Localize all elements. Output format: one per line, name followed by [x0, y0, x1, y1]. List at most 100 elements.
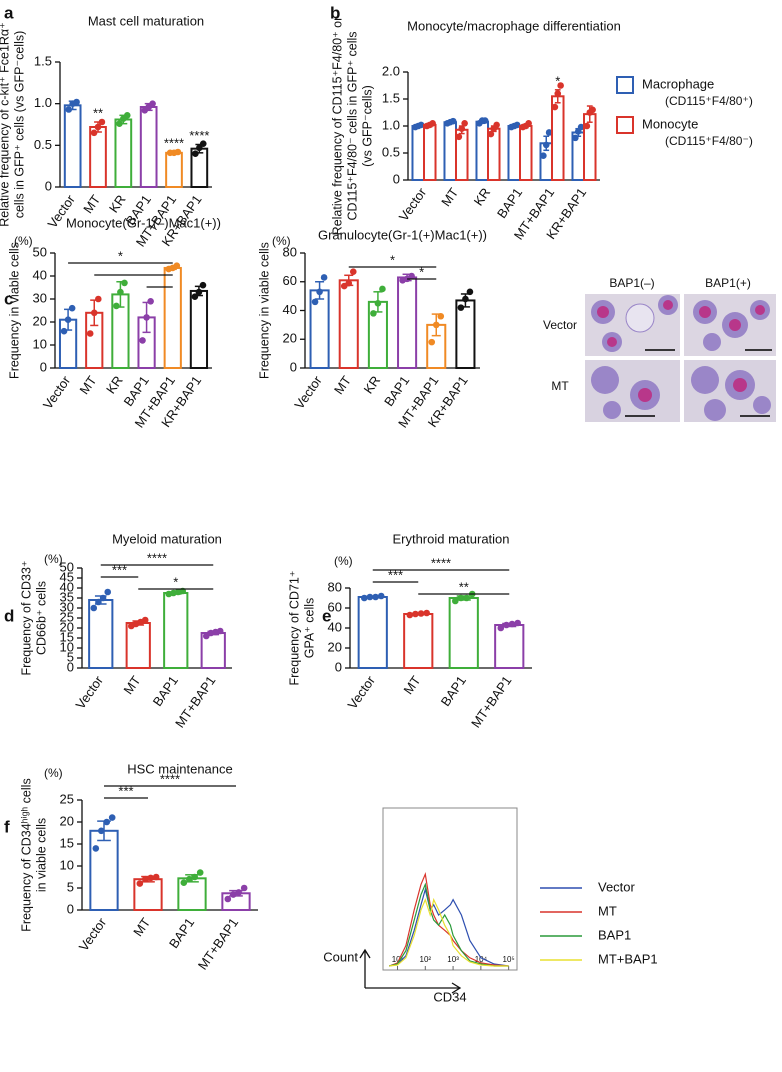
data-point [432, 321, 440, 329]
x-tick-label: Vector [396, 185, 430, 224]
x-tick-label: BAP1 [150, 673, 181, 709]
y-tick-label: 5 [67, 879, 74, 894]
unit-label: (%) [44, 552, 63, 566]
data-point [147, 874, 155, 882]
data-point [141, 875, 149, 883]
data-point [173, 262, 181, 269]
data-point [113, 302, 120, 310]
x-tick-label: 10⁴ [475, 955, 488, 964]
bar [403, 613, 434, 669]
data-point [191, 293, 199, 301]
chart-title: Myeloid maturation [112, 531, 222, 546]
y-tick-label: 30 [60, 599, 74, 614]
x-tick-label: Vector [76, 915, 110, 954]
histogram-line [389, 882, 509, 967]
data-point [174, 148, 182, 156]
data-point [551, 103, 559, 111]
data-point [461, 120, 468, 127]
x-tick-label: KR [471, 185, 494, 208]
y-tick-label: 35 [60, 589, 74, 604]
legend-label: Monocyte [642, 116, 698, 131]
data-point [90, 604, 98, 612]
data-point [545, 129, 553, 136]
histogram-line [389, 897, 509, 967]
data-point [374, 300, 382, 307]
x-tick-label: 10¹ [392, 955, 404, 964]
bar [139, 106, 158, 188]
significance: *** [112, 562, 127, 577]
data-point [60, 327, 68, 335]
data-point [95, 295, 102, 303]
bar [357, 596, 388, 669]
data-point [437, 312, 445, 320]
bar [89, 829, 119, 911]
data-point [366, 593, 374, 601]
x-tick-label: KR [106, 192, 129, 215]
data-point [554, 90, 562, 97]
bar [114, 118, 133, 188]
bar [448, 597, 479, 669]
plot-frame [382, 807, 518, 971]
x-tick-label: MT [120, 673, 143, 697]
data-point [311, 298, 319, 306]
data-point [457, 594, 465, 602]
y-tick-label: 1.0 [34, 95, 52, 110]
data-point [235, 889, 243, 896]
data-point [412, 610, 419, 618]
data-point [195, 288, 203, 296]
data-point [370, 310, 377, 317]
y-axis-label: Frequency of CD71⁺ [287, 571, 301, 686]
data-point [97, 827, 105, 835]
data-point [577, 123, 585, 131]
data-point [455, 133, 463, 141]
bar [519, 125, 533, 181]
legend-sublabel: (CD115⁺F4/80⁻) [665, 134, 753, 148]
data-point [428, 338, 436, 346]
x-tick-label: MT [438, 185, 461, 209]
data-point [487, 130, 495, 138]
histogram-line [389, 887, 509, 967]
y-axis-label: Frequency of CD33⁺ [19, 561, 33, 676]
data-point [90, 129, 98, 137]
data-point [463, 594, 470, 602]
y-tick-label: 0 [67, 659, 74, 674]
chart-title: Granulocyte(Gr-1(+)Mac1(+)) [318, 227, 487, 242]
data-point [116, 120, 123, 127]
x-tick-label: MT [80, 192, 103, 216]
y-axis-label: CD66b⁺ cells [34, 581, 48, 655]
y-tick-label: 20 [283, 331, 297, 346]
significance: * [118, 248, 123, 263]
data-point [406, 611, 414, 619]
y-tick-label: 40 [283, 302, 297, 317]
bar [507, 125, 522, 181]
data-point [191, 873, 199, 881]
data-point [525, 120, 532, 127]
data-point [240, 884, 248, 892]
data-point [108, 814, 116, 821]
data-point [141, 616, 149, 624]
data-point [589, 106, 596, 114]
y-tick-label: 0 [335, 659, 342, 674]
y-tick-label: 20 [328, 639, 342, 654]
y-tick-label: 10 [60, 857, 74, 872]
y-tick-label: 50 [60, 559, 74, 574]
data-point [229, 891, 237, 898]
data-point [316, 288, 323, 296]
micro-row: MT [551, 379, 569, 393]
significance: ** [459, 579, 469, 594]
x-tick-label: Vector [73, 673, 107, 712]
y-tick-label: 30 [33, 290, 47, 305]
x-tick-label: 10² [420, 955, 432, 964]
y-tick-label: 25 [60, 609, 74, 624]
data-point [462, 295, 469, 303]
data-point [417, 121, 425, 129]
data-point [104, 588, 112, 596]
data-point [216, 627, 224, 635]
y-arrow [359, 948, 371, 988]
y-tick-label: 20 [33, 313, 47, 328]
x-tick-label: MT [331, 373, 354, 397]
y-tick-label: 40 [33, 267, 47, 282]
bar [397, 276, 418, 369]
x-axis-label: CD34 [433, 989, 466, 1004]
data-point [65, 106, 73, 113]
